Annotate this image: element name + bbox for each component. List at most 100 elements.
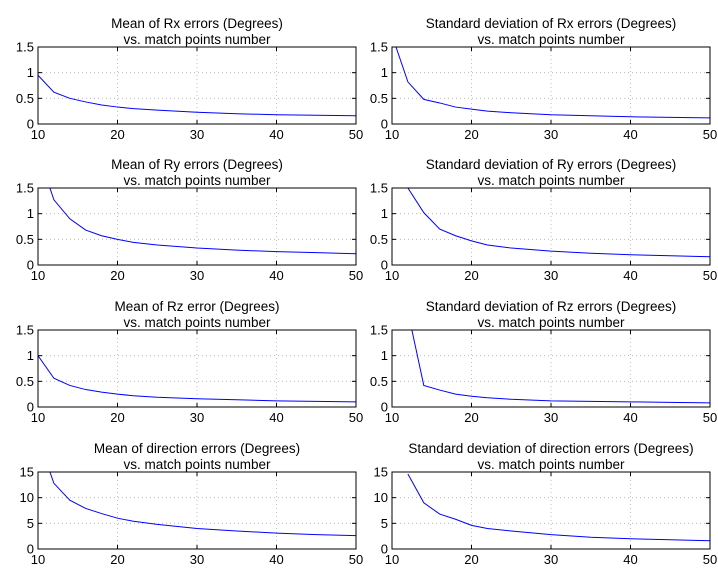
x-tick-label: 50	[349, 410, 363, 425]
x-tick-label: 40	[269, 127, 283, 142]
x-tick-label: 20	[110, 127, 124, 142]
plot-area	[392, 47, 710, 124]
y-tick-label: 15	[20, 465, 34, 480]
y-tick-label: 0	[381, 542, 388, 557]
chart-title-line-2: vs. match points number	[477, 32, 625, 47]
subplot-7: Mean of direction errors (Degrees)vs. ma…	[20, 441, 364, 567]
x-tick-label: 20	[110, 552, 124, 567]
x-tick-label: 40	[623, 410, 637, 425]
x-tick-label: 30	[544, 552, 558, 567]
axes-frame	[37, 471, 357, 550]
plot-area	[392, 188, 710, 265]
x-tick-label: 20	[464, 410, 478, 425]
x-tick-label: 10	[385, 552, 399, 567]
x-tick-label: 50	[349, 127, 363, 142]
y-tick-label: 1.5	[16, 323, 34, 338]
x-tick-label: 50	[703, 552, 717, 567]
plot-area	[38, 188, 356, 265]
x-tick-label: 30	[544, 268, 558, 283]
x-tick-label: 40	[623, 268, 637, 283]
plot-area	[392, 330, 710, 407]
axes-frame	[391, 329, 711, 408]
y-tick-label: 1	[27, 206, 34, 221]
axes-frame	[391, 187, 711, 266]
y-tick-label: 0	[381, 117, 388, 132]
y-tick-label: 0	[381, 258, 388, 273]
chart-title-line-2: vs. match points number	[123, 315, 271, 330]
x-tick-label: 20	[464, 268, 478, 283]
x-tick-label: 10	[31, 268, 45, 283]
x-tick-label: 50	[349, 268, 363, 283]
chart-title-line-2: vs. match points number	[123, 457, 271, 472]
x-tick-label: 50	[703, 127, 717, 142]
y-tick-label: 10	[20, 490, 34, 505]
axes-frame	[37, 329, 357, 408]
subplot-3: Mean of Ry errors (Degrees)vs. match poi…	[16, 157, 363, 283]
series-line-1	[49, 188, 356, 255]
y-tick-label: 0.5	[370, 91, 388, 106]
chart-title-line-1: Standard deviation of Rx errors (Degrees…	[426, 16, 677, 31]
x-tick-label: 10	[385, 410, 399, 425]
x-tick-label: 30	[190, 268, 204, 283]
y-tick-label: 0	[27, 400, 34, 415]
x-tick-label: 30	[544, 127, 558, 142]
series-line-1	[49, 472, 356, 537]
y-tick-label: 1	[27, 348, 34, 363]
y-tick-label: 0.5	[370, 232, 388, 247]
y-tick-label: 0	[27, 542, 34, 557]
y-tick-label: 5	[381, 516, 388, 531]
x-tick-label: 40	[623, 552, 637, 567]
series-line-1	[395, 47, 710, 119]
x-tick-label: 50	[349, 552, 363, 567]
axes-frame	[391, 46, 711, 125]
subplot-2: Standard deviation of Rx errors (Degrees…	[370, 16, 717, 142]
x-tick-label: 40	[269, 410, 283, 425]
y-tick-label: 10	[374, 490, 388, 505]
subplot-4: Standard deviation of Ry errors (Degrees…	[370, 157, 717, 283]
chart-title-line-1: Mean of direction errors (Degrees)	[94, 441, 300, 456]
axes-frame	[37, 46, 357, 125]
chart-title-line-1: Mean of Ry errors (Degrees)	[111, 157, 283, 172]
series-line-1	[407, 473, 710, 542]
chart-title-line-2: vs. match points number	[477, 457, 625, 472]
x-tick-label: 10	[31, 127, 45, 142]
x-tick-label: 10	[31, 410, 45, 425]
plot-area	[392, 472, 710, 549]
chart-title-line-1: Mean of Rx errors (Degrees)	[111, 16, 283, 31]
y-tick-label: 1.5	[370, 40, 388, 55]
chart-title-line-2: vs. match points number	[477, 315, 625, 330]
x-tick-label: 10	[385, 127, 399, 142]
y-tick-label: 0	[27, 117, 34, 132]
x-tick-label: 40	[623, 127, 637, 142]
subplot-1: Mean of Rx errors (Degrees)vs. match poi…	[16, 16, 363, 142]
x-tick-label: 10	[31, 552, 45, 567]
y-tick-label: 1	[381, 206, 388, 221]
chart-title-line-1: Standard deviation of Rz errors (Degrees…	[426, 299, 677, 314]
chart-title-line-2: vs. match points number	[123, 32, 271, 47]
y-tick-label: 5	[27, 516, 34, 531]
x-tick-label: 20	[110, 410, 124, 425]
y-tick-label: 15	[374, 465, 388, 480]
x-tick-label: 30	[190, 127, 204, 142]
y-tick-label: 0.5	[16, 91, 34, 106]
x-tick-label: 20	[110, 268, 124, 283]
y-tick-label: 1.5	[16, 40, 34, 55]
series-line-1	[407, 188, 710, 258]
x-tick-label: 40	[269, 268, 283, 283]
x-tick-label: 30	[190, 410, 204, 425]
x-tick-label: 40	[269, 552, 283, 567]
y-tick-label: 1.5	[370, 323, 388, 338]
chart-title-line-1: Standard deviation of Ry errors (Degrees…	[426, 157, 677, 172]
y-tick-label: 1.5	[16, 181, 34, 196]
subplot-5: Mean of Rz error (Degrees)vs. match poin…	[16, 299, 363, 425]
x-tick-label: 50	[703, 268, 717, 283]
plot-area	[38, 330, 356, 407]
axes-frame	[391, 471, 711, 550]
y-tick-label: 0.5	[370, 374, 388, 389]
x-tick-label: 20	[464, 552, 478, 567]
x-tick-label: 50	[703, 410, 717, 425]
y-tick-label: 1	[381, 65, 388, 80]
chart-title-line-1: Mean of Rz error (Degrees)	[114, 299, 279, 314]
series-line-1	[411, 330, 710, 404]
y-tick-label: 0	[381, 400, 388, 415]
